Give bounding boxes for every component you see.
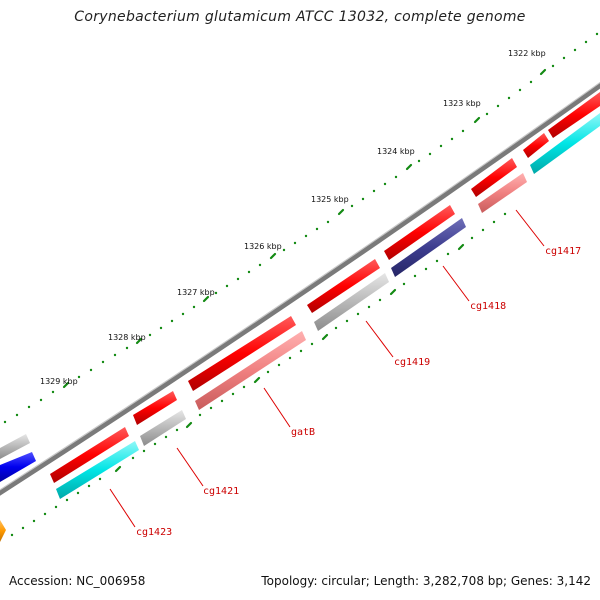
accession-text: Accession: NC_006958 (9, 574, 146, 588)
gene-feature[interactable] (384, 205, 455, 260)
genome-summary-text: Topology: circular; Length: 3,282,708 bp… (261, 574, 591, 588)
gene-feature[interactable] (188, 316, 296, 391)
gene-feature[interactable] (0, 434, 30, 459)
gene-feature[interactable] (314, 273, 389, 331)
gene-label-cg1421[interactable]: cg1421 (203, 486, 239, 497)
gene-feature[interactable] (478, 173, 527, 213)
gene-labels: cg1417 cg1418 cg1419 gatB cg1421 cg1423 (136, 246, 581, 538)
outer-scale-track (3, 32, 599, 424)
scale-label-1324: 1324 kbp (377, 147, 415, 156)
gene-feature[interactable] (471, 158, 517, 197)
scale-label-1325: 1325 kbp (311, 195, 349, 204)
gene-feature[interactable] (391, 218, 466, 277)
inner-major-ticks (114, 243, 465, 473)
scale-label-1329: 1329 kbp (40, 377, 78, 386)
genome-backbone (0, 82, 600, 496)
feature-track (0, 113, 600, 542)
genome-backbone-highlight (0, 81, 600, 491)
scale-label-1323: 1323 kbp (443, 99, 481, 108)
gene-feature[interactable] (0, 520, 6, 542)
major-ticks (62, 68, 547, 389)
scale-label-1328: 1328 kbp (108, 333, 146, 342)
gene-label-cg1419[interactable]: cg1419 (394, 357, 430, 368)
scale-label-1327: 1327 kbp (177, 288, 215, 297)
gene-callouts (109, 209, 545, 528)
scale-label-1326: 1326 kbp (244, 242, 282, 251)
scale-label-1322: 1322 kbp (508, 49, 546, 58)
scale-labels: 1322 kbp 1323 kbp 1324 kbp 1325 kbp 1326… (40, 49, 546, 386)
gene-label-cg1418[interactable]: cg1418 (470, 301, 506, 312)
inner-scale-track (10, 212, 507, 537)
gene-feature[interactable] (523, 133, 549, 158)
map-title: Corynebacterium glutamicum ATCC 13032, c… (74, 9, 526, 25)
gene-label-cg1423[interactable]: cg1423 (136, 527, 172, 538)
gene-feature[interactable] (140, 410, 186, 446)
gene-label-gatB[interactable]: gatB (291, 427, 315, 438)
gene-feature[interactable] (56, 441, 139, 499)
gene-feature[interactable] (548, 92, 600, 138)
gene-feature[interactable] (530, 113, 600, 174)
gene-feature[interactable] (195, 331, 306, 410)
gene-feature[interactable] (133, 391, 177, 425)
forward-strand-features (50, 92, 600, 483)
gene-feature[interactable] (50, 427, 129, 483)
gene-feature[interactable] (307, 259, 380, 313)
gene-label-cg1417[interactable]: cg1417 (545, 246, 581, 257)
gene-feature[interactable] (0, 452, 36, 482)
